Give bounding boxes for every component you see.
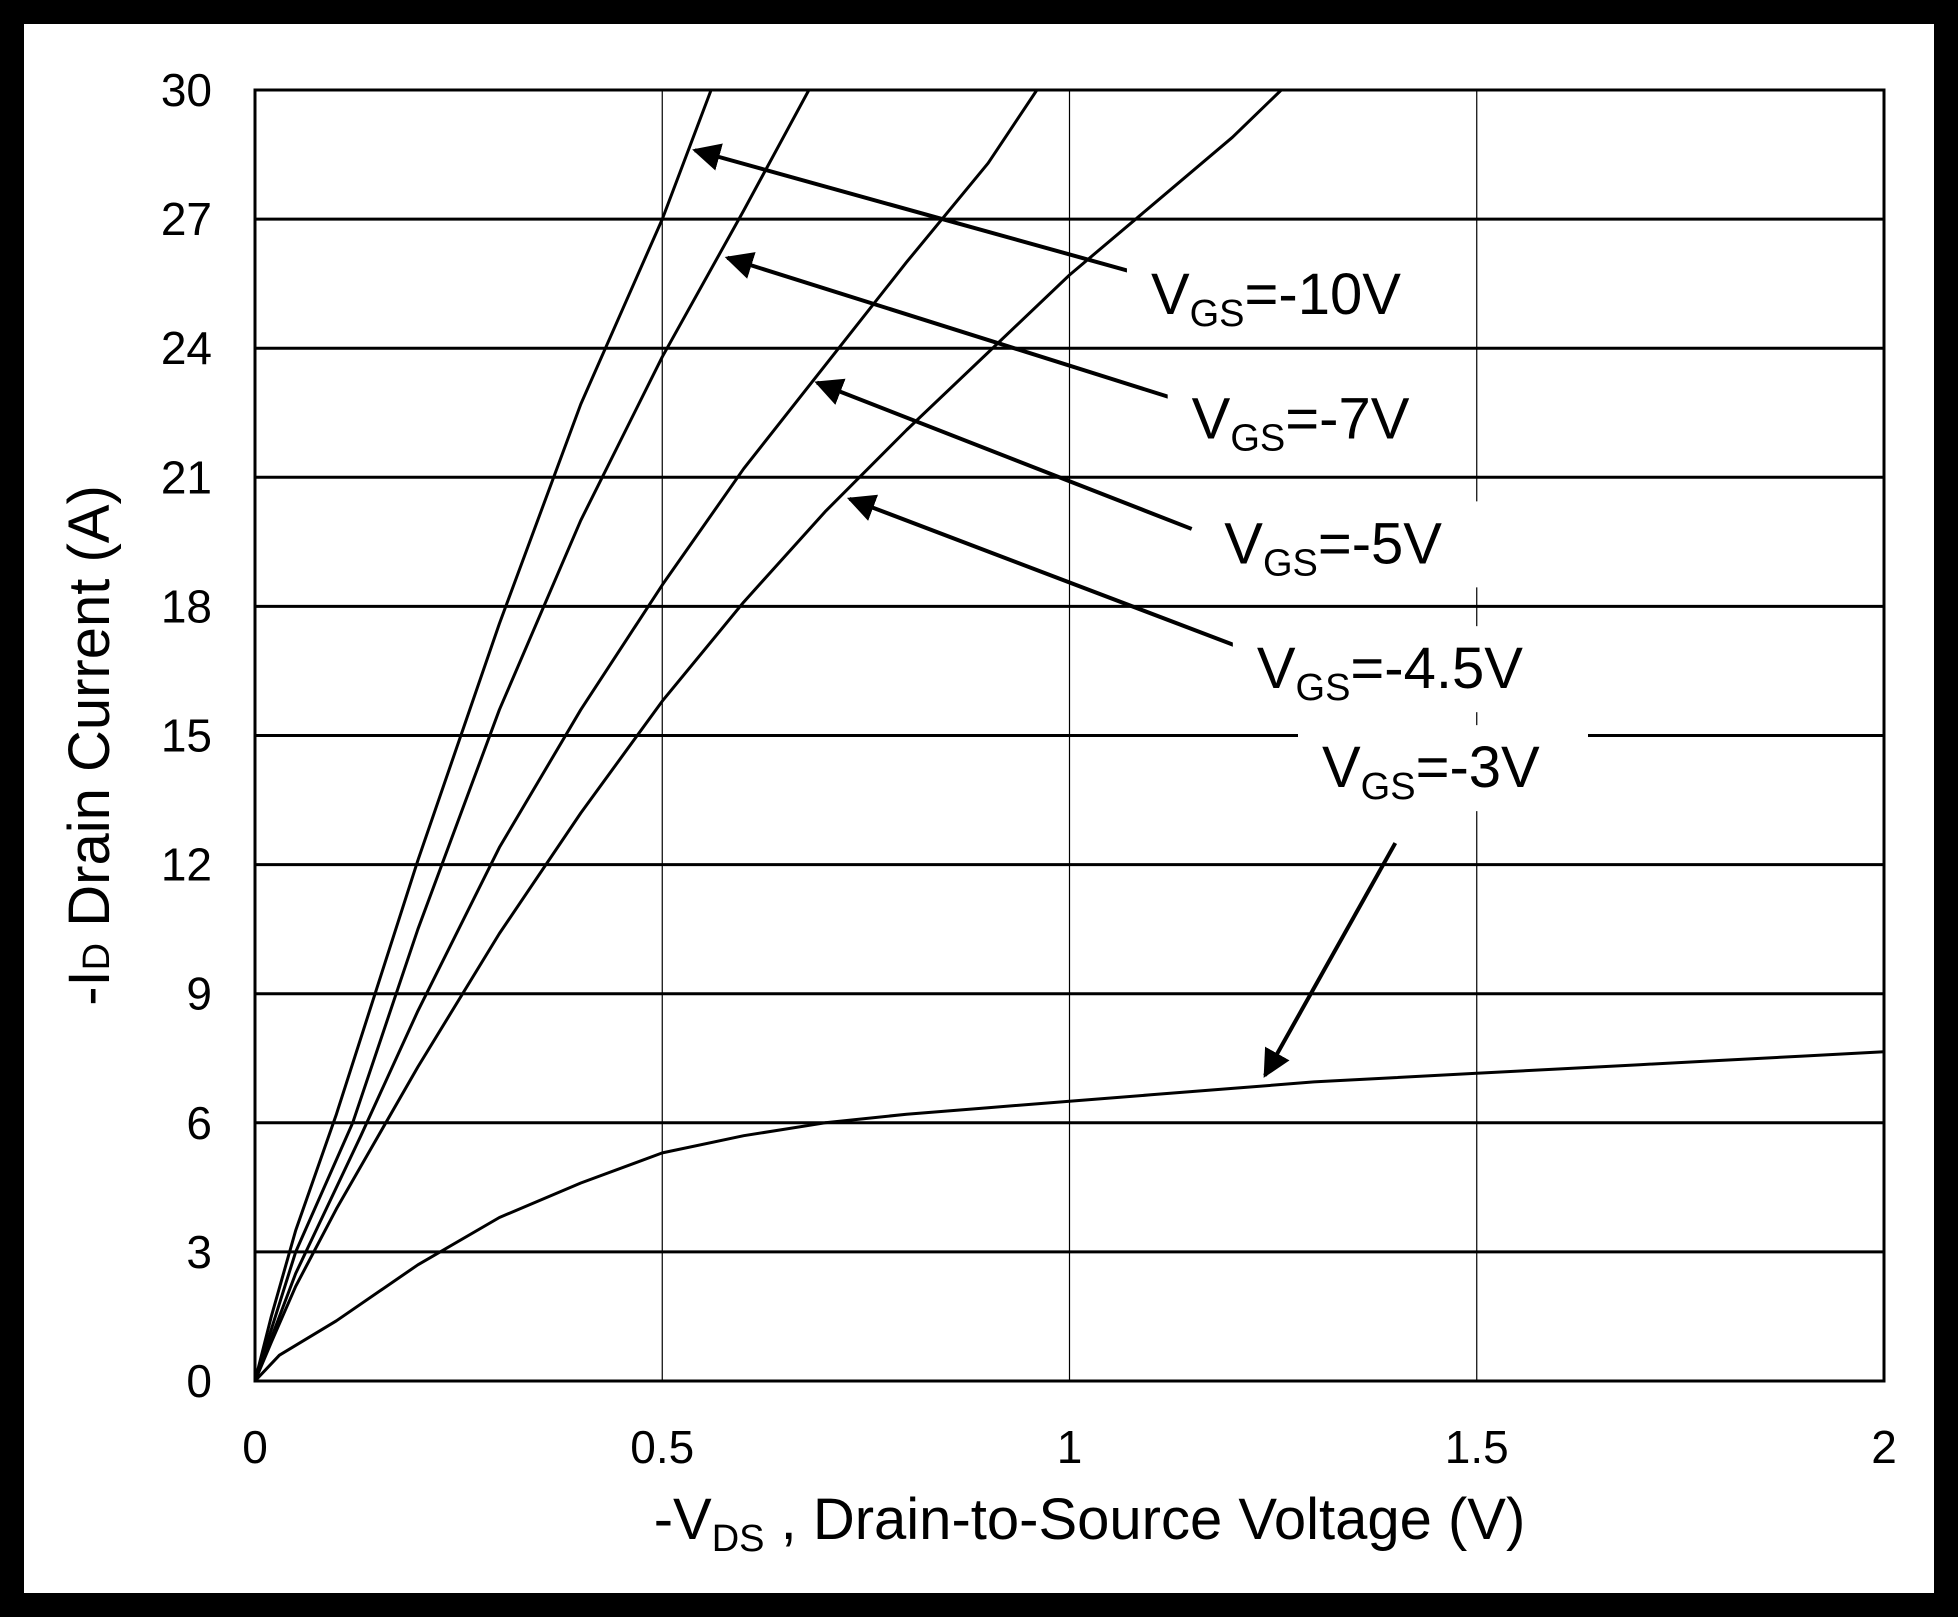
x-tick-label: 0 <box>242 1421 268 1473</box>
annotation-label-background <box>1126 251 1467 338</box>
y-tick-label: 18 <box>161 580 212 632</box>
y-tick-label: 27 <box>161 193 212 245</box>
annotation-arrow <box>1263 842 1398 1078</box>
y-tick-label: 3 <box>186 1226 212 1278</box>
annotation-label: VGS=-4.5V <box>1257 636 1523 709</box>
drain-current-chart: VGS=-10V VGS=-7V VGS=-5V VGS=-4.5V VGS=-3V 0… <box>57 64 1897 1560</box>
x-tick-label: 1 <box>1057 1421 1083 1473</box>
annotation-label-background <box>1200 501 1491 588</box>
x-tick-label: 1.5 <box>1445 1421 1509 1473</box>
x-tick-label: 2 <box>1871 1421 1897 1473</box>
y-tick-label: 0 <box>186 1355 212 1407</box>
y-tick-label: 12 <box>161 839 212 891</box>
series-line-vgs-3v <box>253 1050 1885 1383</box>
plot-area-border <box>253 88 1886 1383</box>
annotations: VGS=-10V VGS=-7V VGS=-5V VGS=-4.5V VGS=-3V <box>692 143 1588 1078</box>
annotation-label-background <box>1232 626 1563 713</box>
annotation-label: VGS=-3V <box>1322 735 1540 808</box>
annotation-arrow <box>724 252 1193 407</box>
y-axis-title: -ID Drain Current (A) <box>57 485 122 1006</box>
y-tick-label: 24 <box>161 322 212 374</box>
y-tick-label: 21 <box>161 451 212 503</box>
y-tick-label: 9 <box>186 968 212 1020</box>
curves <box>253 88 1885 1383</box>
y-tick-label: 30 <box>161 64 212 116</box>
annotation-arrow <box>814 378 1193 531</box>
annotation-arrow <box>692 143 1160 282</box>
annotation-arrow <box>846 494 1258 656</box>
chart-frame: VGS=-10V VGS=-7V VGS=-5V VGS=-4.5V VGS=-3V 0… <box>24 24 1934 1593</box>
tick-labels: 0 3 6 9 12 15 18 21 24 27 30 0 0.5 1 1.5 2 <box>161 64 1897 1473</box>
series-line-vgs-4-5v <box>253 88 1283 1382</box>
x-axis-title: -VDS , Drain-to-Source Voltage (V) <box>654 1487 1526 1560</box>
annotation-label-background <box>1297 725 1588 812</box>
annotation-label: VGS=-7V <box>1192 387 1410 460</box>
x-tick-label: 0.5 <box>630 1421 694 1473</box>
annotation-label: VGS=-5V <box>1224 511 1442 584</box>
y-tick-label: 6 <box>186 1097 212 1149</box>
grid <box>254 88 1885 1383</box>
annotation-label: VGS=-10V <box>1151 262 1401 335</box>
series-line-vgs-7v <box>253 89 811 1382</box>
series-line-vgs-10v <box>253 89 713 1382</box>
annotation-label-background <box>1167 376 1458 463</box>
y-tick-label: 15 <box>161 710 212 762</box>
series-line-vgs-5v <box>253 89 1039 1382</box>
